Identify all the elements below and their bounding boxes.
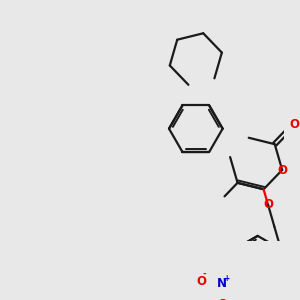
Text: -: - <box>202 270 206 279</box>
Text: N: N <box>217 277 227 290</box>
Text: +: + <box>224 274 230 283</box>
Text: O: O <box>217 298 227 300</box>
Text: O: O <box>277 164 287 177</box>
Text: O: O <box>263 198 273 211</box>
Text: O: O <box>289 118 299 131</box>
Text: O: O <box>196 275 206 288</box>
